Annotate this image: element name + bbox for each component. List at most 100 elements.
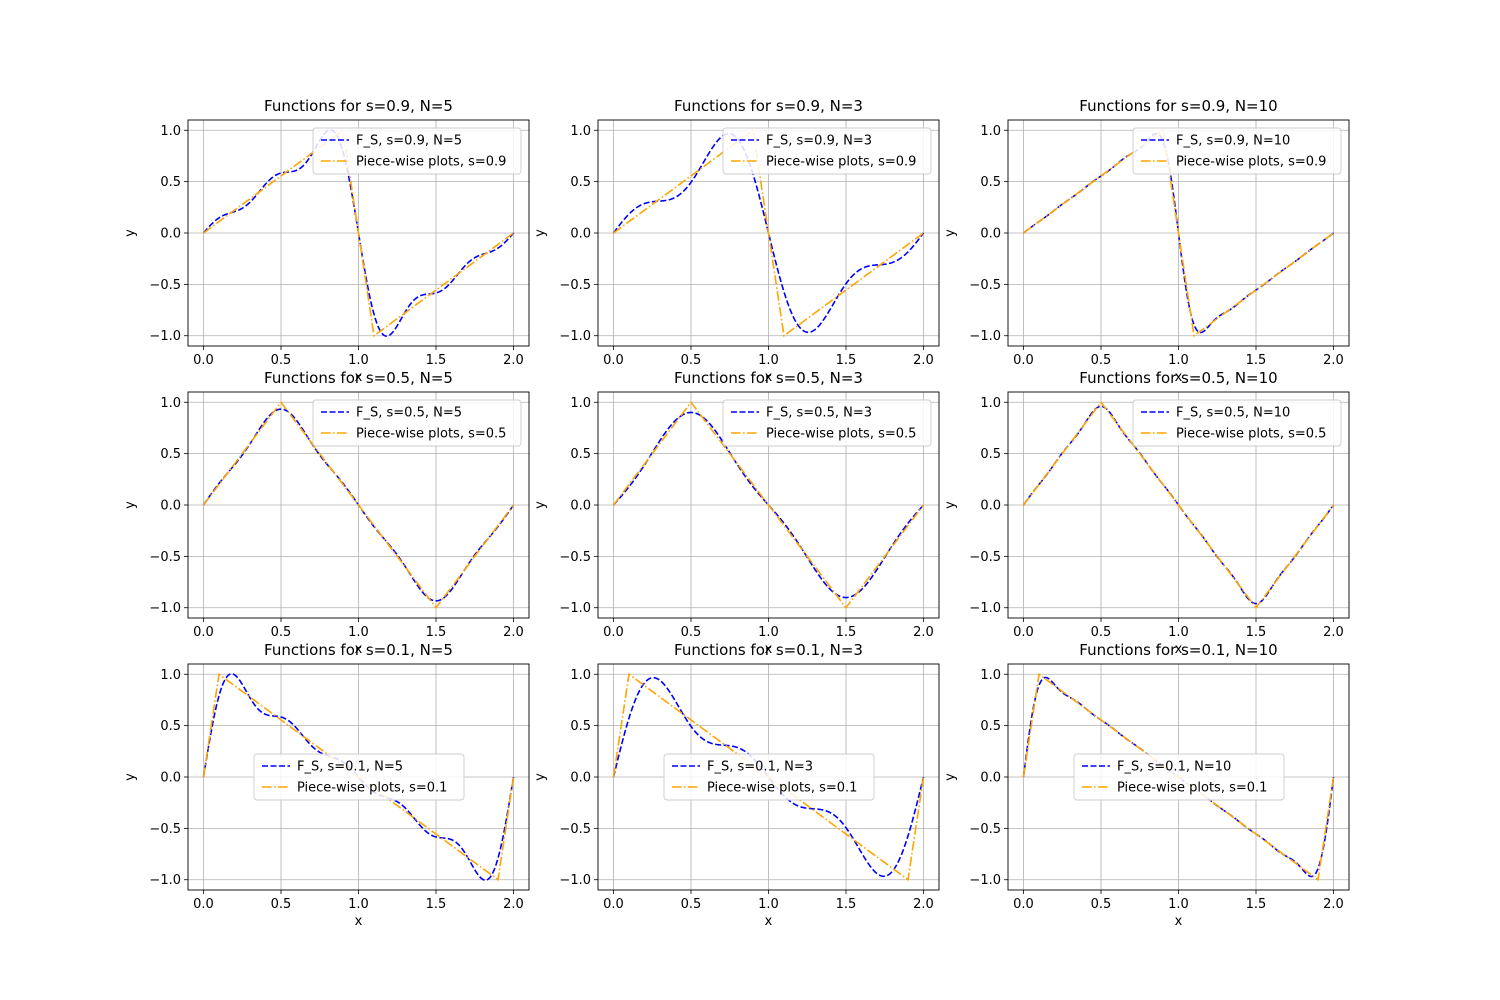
x-tick-label: 2.0 [913, 897, 934, 912]
series-piecewise-line [612, 400, 925, 610]
y-tick-label: 0.0 [160, 227, 181, 242]
x-axis-label: x [765, 914, 773, 929]
legend: F_S, s=0.9, N=5 Piece-wise plots, s=0.9 [312, 127, 522, 175]
x-tick-label: 0.5 [681, 897, 702, 912]
legend: F_S, s=0.5, N=3 Piece-wise plots, s=0.5 [722, 399, 932, 447]
x-tick-label: 1.5 [836, 353, 857, 368]
x-tick-label: 0.5 [1091, 353, 1112, 368]
y-tick-label: 1.0 [160, 396, 181, 411]
y-tick-label: 0.5 [160, 175, 181, 190]
x-tick-label: 0.5 [271, 625, 292, 640]
subplot-title: Functions for s=0.9, N=5 [264, 97, 453, 115]
legend-label: Piece-wise plots, s=0.9 [1176, 155, 1326, 170]
y-tick-label: 0.0 [160, 499, 181, 514]
y-tick-label: −0.5 [149, 278, 181, 293]
y-tick-label: 0.0 [160, 771, 181, 786]
y-axis-label: y [123, 501, 138, 509]
y-tick-label: −1.0 [149, 329, 181, 344]
x-tick-label: 0.0 [1013, 897, 1034, 912]
series-fs-line [612, 676, 925, 878]
legend-label: F_S, s=0.5, N=5 [356, 406, 462, 421]
subplot-title: Functions for s=0.5, N=10 [1079, 369, 1277, 387]
series-piecewise-line [203, 128, 514, 338]
legend: F_S, s=0.1, N=5 Piece-wise plots, s=0.1 [253, 753, 465, 801]
x-tick-label: 1.5 [426, 353, 447, 368]
x-tick-label: 1.0 [348, 625, 369, 640]
subplot-title: Functions for s=0.9, N=3 [674, 97, 863, 115]
series-piecewise-line [1022, 400, 1335, 610]
legend-label: F_S, s=0.9, N=10 [1176, 134, 1290, 149]
x-axis-label: x [355, 370, 363, 385]
legend-label: Piece-wise plots, s=0.1 [707, 781, 857, 796]
x-tick-label: 0.0 [193, 353, 214, 368]
legend-label: Piece-wise plots, s=0.9 [766, 155, 916, 170]
y-tick-label: 1.0 [980, 396, 1001, 411]
x-tick-label: 1.5 [836, 897, 857, 912]
y-tick-label: 0.5 [570, 175, 591, 190]
legend-label: Piece-wise plots, s=0.1 [297, 781, 447, 796]
series-piecewise-line [202, 400, 515, 610]
series-piecewise-line [1023, 128, 1334, 338]
legend-label: F_S, s=0.1, N=10 [1117, 760, 1231, 775]
subplot-title: Functions for s=0.1, N=10 [1079, 641, 1277, 659]
x-tick-label: 2.0 [1323, 897, 1344, 912]
y-tick-label: −0.5 [149, 822, 181, 837]
x-tick-label: 1.5 [836, 625, 857, 640]
legend-label: F_S, s=0.9, N=3 [766, 134, 872, 149]
y-tick-label: 0.0 [980, 227, 1001, 242]
x-tick-label: 2.0 [503, 897, 524, 912]
y-axis-label: y [533, 773, 548, 781]
x-axis-label: x [1175, 914, 1183, 929]
subplot-title: Functions for s=0.1, N=5 [264, 641, 453, 659]
x-tick-label: 0.5 [271, 897, 292, 912]
legend-box [312, 399, 522, 447]
legend: F_S, s=0.1, N=3 Piece-wise plots, s=0.1 [663, 753, 875, 801]
subplot: 0.0 0.5 1.0 1.5 2.0 1.0 0.5 0.0 −0.5 −1.0 x y Functi… [943, 641, 1350, 929]
y-tick-label: 0.5 [160, 719, 181, 734]
y-axis-label: y [943, 501, 958, 509]
legend: F_S, s=0.5, N=10 Piece-wise plots, s=0.5 [1132, 399, 1342, 447]
x-axis-label: x [355, 914, 363, 929]
series-fs-line [612, 132, 925, 334]
legend-box [1073, 753, 1285, 801]
x-axis-label: x [1175, 370, 1183, 385]
y-tick-label: −0.5 [559, 550, 591, 565]
x-tick-label: 1.0 [348, 353, 369, 368]
y-tick-label: 1.0 [980, 124, 1001, 139]
x-tick-label: 0.5 [1091, 625, 1112, 640]
y-tick-label: −1.0 [559, 873, 591, 888]
y-tick-label: −0.5 [559, 822, 591, 837]
y-tick-label: 0.0 [570, 771, 591, 786]
legend-label: Piece-wise plots, s=0.9 [356, 155, 506, 170]
series-fs-line [612, 411, 925, 599]
legend-box [722, 127, 932, 175]
y-tick-label: −0.5 [969, 278, 1001, 293]
x-tick-label: 0.5 [681, 353, 702, 368]
series-fs-line [202, 129, 515, 337]
x-axis-label: x [765, 642, 773, 657]
legend-label: Piece-wise plots, s=0.5 [1176, 427, 1326, 442]
x-tick-label: 1.0 [1168, 625, 1189, 640]
y-axis-label: y [533, 229, 548, 237]
legend-box [663, 753, 875, 801]
series-piecewise-line [613, 128, 924, 338]
x-tick-label: 0.0 [603, 897, 624, 912]
y-tick-label: 1.0 [980, 668, 1001, 683]
subplot-title: Functions for s=0.5, N=5 [264, 369, 453, 387]
subplot: 0.0 0.5 1.0 1.5 2.0 1.0 0.5 0.0 −0.5 −1.0 x y Functi… [123, 97, 530, 385]
subplot: 0.0 0.5 1.0 1.5 2.0 1.0 0.5 0.0 −0.5 −1.0 x y Functi… [123, 641, 530, 929]
y-axis-label: y [533, 501, 548, 509]
subplot-title: Functions for s=0.9, N=10 [1079, 97, 1277, 115]
legend-label: F_S, s=0.5, N=10 [1176, 406, 1290, 421]
subplot: 0.0 0.5 1.0 1.5 2.0 1.0 0.5 0.0 −0.5 −1.0 x y Functi… [533, 369, 940, 657]
y-tick-label: −0.5 [559, 278, 591, 293]
x-tick-label: 0.0 [1013, 625, 1034, 640]
x-tick-label: 1.0 [758, 897, 779, 912]
x-tick-label: 1.0 [1168, 897, 1189, 912]
y-tick-label: −1.0 [559, 329, 591, 344]
legend-label: Piece-wise plots, s=0.5 [766, 427, 916, 442]
y-tick-label: 1.0 [570, 396, 591, 411]
y-tick-label: 0.0 [980, 771, 1001, 786]
x-axis-label: x [1175, 642, 1183, 657]
